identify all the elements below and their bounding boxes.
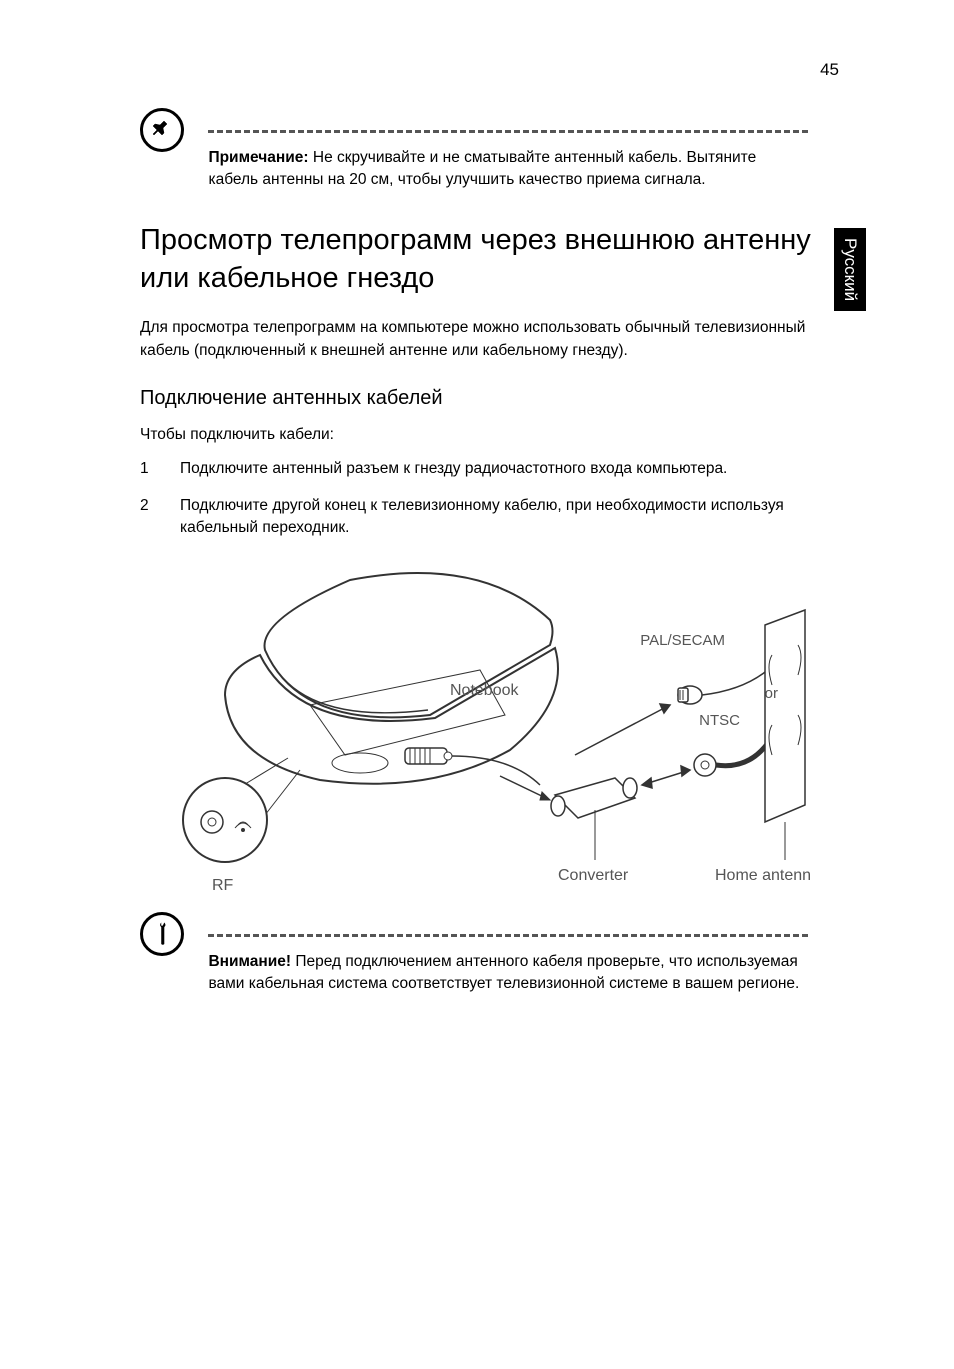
warning-text: Внимание! Перед подключением антенного к… — [208, 951, 808, 996]
main-heading: Просмотр телепрограмм через внешнюю анте… — [140, 222, 840, 297]
diagram-label-palsecam: PAL/SECAM — [640, 632, 725, 649]
wrench-icon — [140, 912, 184, 956]
note-content: Примечание: Не скручивайте и не сматывай… — [208, 108, 808, 192]
numbered-list: 1 Подключите антенный разъем к гнезду ра… — [140, 458, 840, 539]
paragraph-1: Для просмотра телепрограмм на компьютере… — [140, 317, 840, 362]
warning-content: Внимание! Перед подключением антенного к… — [208, 912, 808, 996]
warning-box: Внимание! Перед подключением антенного к… — [140, 912, 840, 996]
diagram-label-home-antenna: Home antenna — [715, 867, 810, 884]
note-text: Примечание: Не скручивайте и не сматывай… — [208, 147, 808, 192]
note-label: Примечание: — [208, 149, 308, 166]
diagram-label-or: or — [765, 685, 778, 702]
list-number: 1 — [140, 458, 180, 480]
diagram-label-converter: Converter — [558, 867, 629, 884]
diagram-label-notebook: Notebook — [450, 682, 519, 699]
warning-label: Внимание! — [208, 953, 291, 970]
list-text: Подключите другой конец к телевизионному… — [180, 495, 840, 540]
diagram-label-rf: RF — [212, 877, 234, 894]
connection-diagram: Notebook RF — [170, 560, 810, 900]
page-content: Примечание: Не скручивайте и не сматывай… — [140, 108, 840, 996]
note-box: Примечание: Не скручивайте и не сматывай… — [140, 108, 840, 192]
subheading: Подключение антенных кабелей — [140, 387, 840, 410]
page-number: 45 — [820, 60, 839, 80]
dashed-divider — [208, 130, 808, 133]
warning-body: Перед подключением антенного кабеля пров… — [208, 953, 799, 992]
list-intro: Чтобы подключить кабели: — [140, 426, 840, 444]
list-item: 1 Подключите антенный разъем к гнезду ра… — [140, 458, 840, 480]
list-text: Подключите антенный разъем к гнезду ради… — [180, 458, 840, 480]
list-number: 2 — [140, 495, 180, 540]
list-item: 2 Подключите другой конец к телевизионно… — [140, 495, 840, 540]
diagram-label-ntsc: NTSC — [699, 712, 740, 729]
pin-icon — [140, 108, 184, 152]
dashed-divider — [208, 934, 808, 937]
